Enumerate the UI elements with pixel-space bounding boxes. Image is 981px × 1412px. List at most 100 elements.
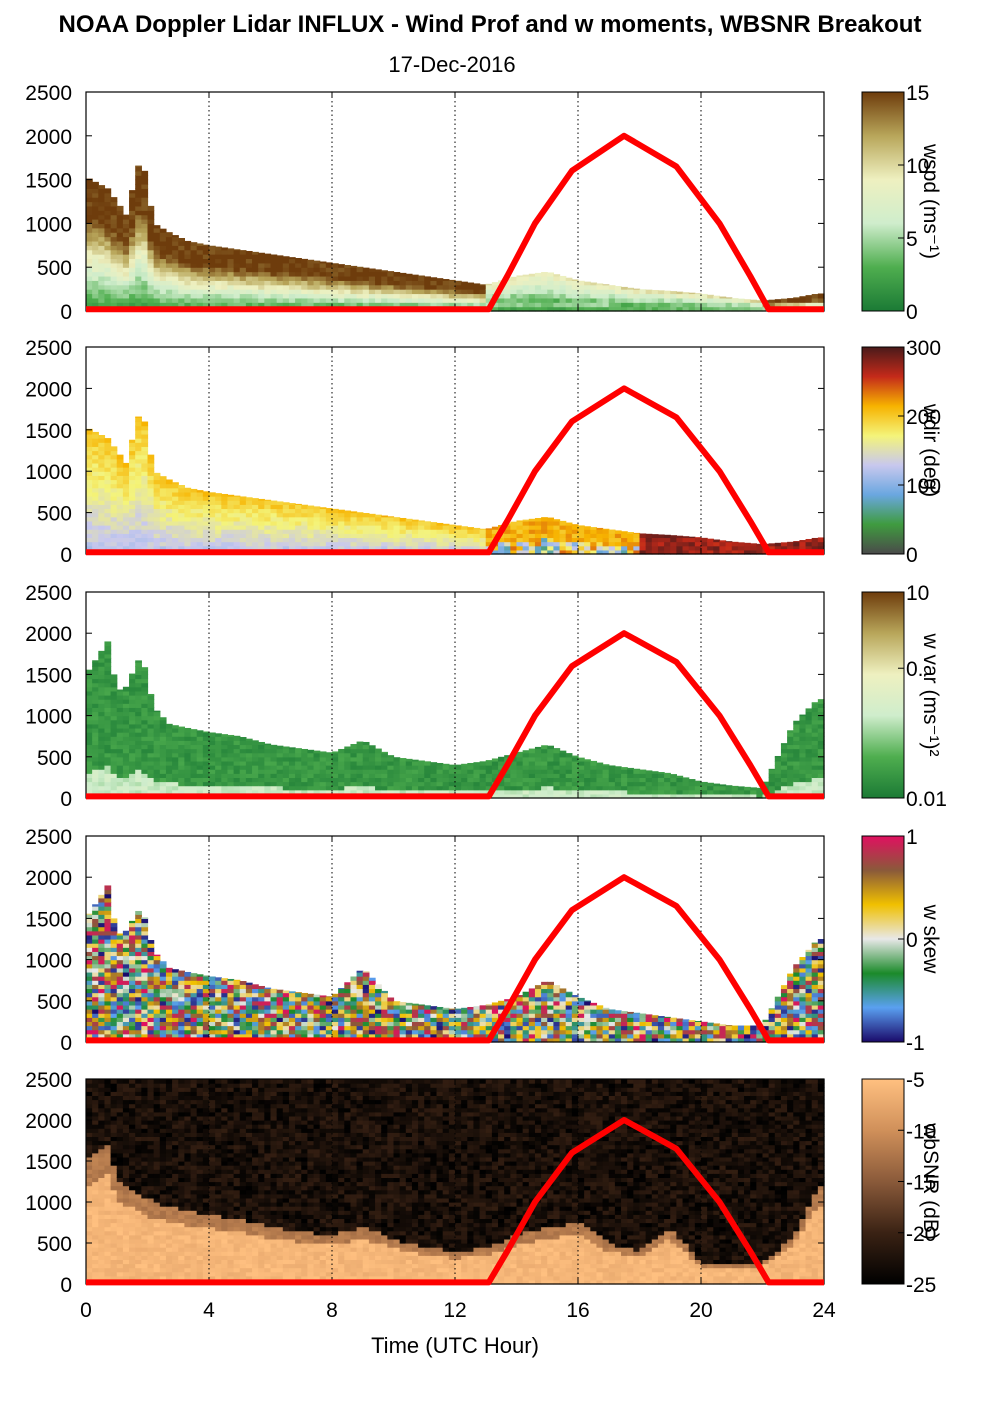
heatmap-cell bbox=[510, 549, 518, 555]
heatmap-cell bbox=[368, 785, 376, 791]
heatmap-cell bbox=[737, 298, 745, 303]
heatmap-cell bbox=[159, 496, 167, 501]
heatmap-cell bbox=[245, 992, 253, 998]
heatmap-cell bbox=[559, 545, 567, 551]
heatmap-cell bbox=[215, 258, 222, 264]
heatmap-cell bbox=[221, 280, 229, 286]
heatmap-cell bbox=[430, 545, 438, 551]
heatmap-cell bbox=[141, 765, 149, 770]
heatmap-cell bbox=[98, 454, 106, 460]
heatmap-cell bbox=[184, 280, 192, 286]
heatmap-cell bbox=[399, 517, 407, 522]
heatmap-cell bbox=[701, 293, 708, 299]
heatmap-cell bbox=[245, 984, 253, 990]
heatmap-cell bbox=[135, 458, 142, 464]
heatmap-cell bbox=[368, 280, 376, 286]
heatmap-cell bbox=[590, 284, 598, 290]
heatmap-cell bbox=[448, 764, 456, 766]
heatmap-cell bbox=[264, 1021, 272, 1027]
heatmap-cell bbox=[196, 748, 204, 754]
heatmap-cell bbox=[258, 760, 265, 766]
heatmap-cell bbox=[719, 297, 727, 303]
heatmap-cell bbox=[491, 765, 499, 770]
heatmap-cell bbox=[209, 254, 216, 260]
heatmap-cell bbox=[178, 1029, 185, 1035]
heatmap-cell bbox=[774, 769, 782, 774]
heatmap-cell bbox=[780, 302, 788, 308]
heatmap-cell bbox=[731, 302, 739, 308]
heatmap-cell bbox=[295, 275, 302, 281]
heatmap-cell bbox=[258, 267, 265, 273]
heatmap-cell bbox=[578, 537, 585, 543]
heatmap-cell bbox=[356, 525, 364, 530]
heatmap-cell bbox=[215, 733, 222, 737]
heatmap-cell bbox=[86, 442, 93, 447]
heatmap-cell bbox=[196, 504, 204, 510]
heatmap-cell bbox=[559, 793, 567, 799]
heatmap-cell bbox=[92, 670, 99, 675]
heatmap-cell bbox=[547, 284, 554, 290]
heatmap-cell bbox=[436, 522, 444, 526]
heatmap-cell bbox=[467, 541, 475, 547]
heatmap-cell bbox=[657, 777, 665, 783]
heatmap-cell bbox=[86, 760, 93, 766]
heatmap-cell bbox=[442, 289, 450, 295]
heatmap-cell bbox=[110, 487, 118, 493]
heatmap-cell bbox=[98, 682, 106, 688]
heatmap-cell bbox=[153, 971, 161, 977]
heatmap-cell bbox=[811, 297, 819, 303]
heatmap-cell bbox=[165, 302, 173, 308]
heatmap-cell bbox=[227, 525, 235, 530]
heatmap-cell bbox=[190, 1021, 198, 1027]
heatmap-cell bbox=[596, 302, 604, 308]
heatmap-cell bbox=[387, 541, 395, 547]
heatmap-cell bbox=[147, 214, 155, 220]
heatmap-cell bbox=[92, 740, 99, 746]
heatmap-cell bbox=[461, 284, 468, 290]
heatmap-cell bbox=[811, 302, 819, 308]
heatmap-cell bbox=[411, 302, 419, 308]
heatmap-cell bbox=[165, 529, 173, 534]
heatmap-cell bbox=[307, 508, 315, 514]
heatmap-cell bbox=[141, 674, 149, 680]
heatmap-cell bbox=[442, 280, 450, 286]
heatmap-cell bbox=[565, 545, 573, 551]
heatmap-cell bbox=[682, 297, 690, 303]
heatmap-cell bbox=[141, 438, 149, 443]
heatmap-cell bbox=[682, 549, 690, 555]
heatmap-cell bbox=[202, 258, 210, 264]
heatmap-cell bbox=[184, 785, 192, 791]
heatmap-cell bbox=[787, 732, 794, 737]
heatmap-cell bbox=[135, 727, 142, 733]
heatmap-cell bbox=[270, 280, 278, 286]
heatmap-cell bbox=[252, 293, 259, 299]
heatmap-cell bbox=[233, 254, 241, 260]
heatmap-cell bbox=[547, 777, 554, 783]
heatmap-cell bbox=[122, 504, 130, 510]
heatmap-cell bbox=[245, 497, 253, 501]
heatmap-cell bbox=[614, 286, 622, 290]
heatmap-cell bbox=[141, 686, 149, 692]
heatmap-cell bbox=[110, 516, 118, 522]
heatmap-cell bbox=[774, 773, 782, 778]
heatmap-cell bbox=[233, 760, 241, 766]
heatmap-cell bbox=[245, 262, 253, 268]
heatmap-cell bbox=[584, 759, 591, 762]
heatmap-cell bbox=[215, 756, 222, 762]
heatmap-cell bbox=[276, 748, 284, 754]
heatmap-cell bbox=[584, 789, 591, 795]
heatmap-cell bbox=[178, 238, 185, 242]
heatmap-cell bbox=[165, 496, 173, 501]
heatmap-cell bbox=[129, 302, 136, 308]
heatmap-cell bbox=[270, 504, 278, 510]
heatmap-cell bbox=[122, 976, 130, 981]
heatmap-cell bbox=[288, 773, 296, 778]
heatmap-cell bbox=[86, 192, 93, 198]
heatmap-cell bbox=[122, 297, 130, 303]
heatmap-cell bbox=[602, 529, 610, 534]
heatmap-cell bbox=[178, 1004, 185, 1010]
heatmap-cell bbox=[522, 793, 530, 799]
heatmap-cell bbox=[227, 529, 235, 534]
heatmap-cell bbox=[190, 245, 198, 251]
heatmap-cell bbox=[178, 275, 185, 281]
